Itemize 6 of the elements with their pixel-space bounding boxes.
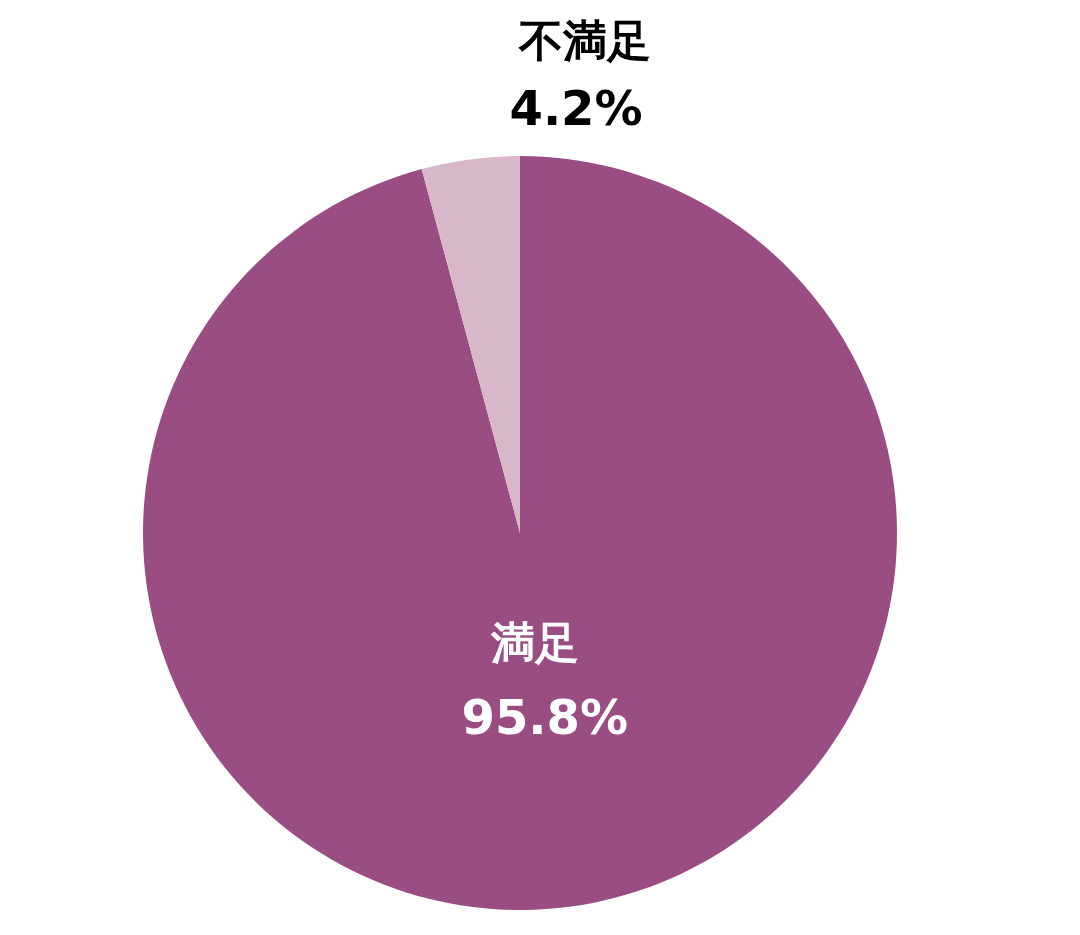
slice-label: 満足 — [489, 617, 579, 669]
pie-slice — [421, 156, 520, 533]
pie-slice — [143, 156, 897, 910]
slice-label: 不満足 — [517, 15, 651, 67]
data-label: 95.8% — [461, 688, 629, 745]
data-label: 4.2% — [509, 79, 643, 136]
